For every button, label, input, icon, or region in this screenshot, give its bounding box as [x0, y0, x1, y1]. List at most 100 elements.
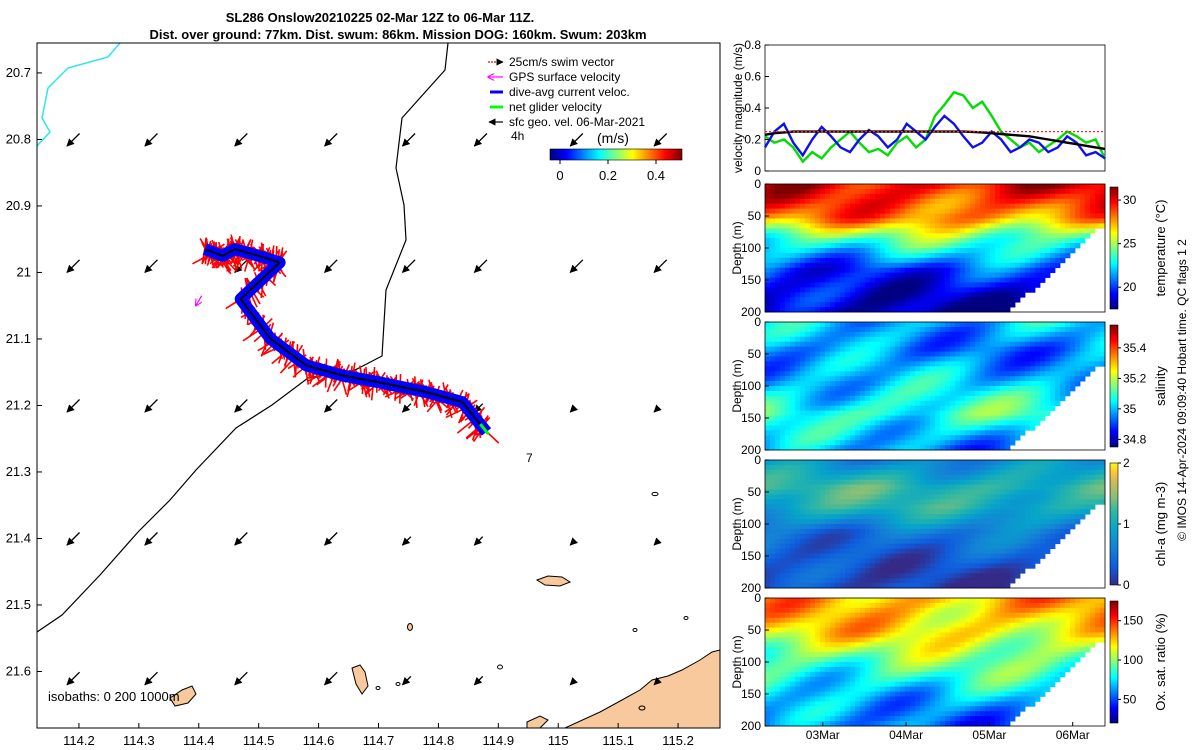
- section-cell: [1045, 322, 1051, 328]
- section-cell: [920, 484, 926, 490]
- section-cell: [840, 509, 846, 515]
- section-cell: [840, 307, 846, 313]
- section-cell: [860, 430, 866, 436]
- section-cell: [780, 307, 786, 313]
- section-cell: [875, 307, 881, 313]
- section-cell: [775, 524, 781, 530]
- section-cell: [980, 292, 986, 298]
- section-cell: [800, 381, 806, 387]
- section-cell: [995, 188, 1001, 195]
- section-cell: [840, 528, 846, 535]
- section-cell: [845, 248, 851, 254]
- section-cell: [950, 248, 956, 254]
- section-cell: [950, 277, 956, 283]
- section-cell: [805, 395, 811, 402]
- section-cell: [775, 208, 781, 214]
- section-cell: [785, 322, 791, 328]
- section-cell: [900, 297, 906, 303]
- section-cell: [875, 504, 881, 510]
- section-cell: [880, 228, 886, 234]
- section-cell: [890, 583, 896, 589]
- section-cell: [1090, 213, 1096, 219]
- section-cell: [1085, 218, 1091, 224]
- section-cell: [845, 400, 851, 407]
- current-arrow: [473, 536, 484, 546]
- section-cell: [805, 277, 811, 283]
- section-cell: [855, 479, 861, 486]
- section-cell: [1075, 351, 1081, 357]
- section-cell: [805, 509, 811, 515]
- section-cell: [825, 238, 831, 244]
- section-cell: [885, 484, 891, 490]
- section-cell: [1025, 351, 1031, 357]
- section-cell: [805, 341, 811, 348]
- section-cell: [765, 331, 771, 338]
- section-cell: [905, 228, 911, 234]
- section-cell: [770, 188, 776, 195]
- section-cell: [965, 238, 971, 244]
- section-cell: [825, 193, 831, 200]
- section-cell: [805, 445, 811, 451]
- colorbar-tick-label: 20: [1123, 280, 1137, 294]
- section-cell: [1010, 322, 1016, 328]
- section-cell: [860, 484, 866, 490]
- section-cell: [1060, 248, 1066, 254]
- section-cell: [975, 366, 981, 372]
- section-cell: [820, 198, 826, 205]
- section-cell: [945, 558, 951, 564]
- section-cell: [980, 445, 986, 451]
- section-cell: [935, 514, 941, 520]
- section-cell: [980, 198, 986, 205]
- section-cell: [895, 435, 901, 441]
- section-cell: [1065, 366, 1071, 372]
- section-cell: [790, 243, 796, 249]
- section-cell: [950, 504, 956, 510]
- section-cell: [1035, 415, 1041, 421]
- section-cell: [815, 499, 821, 505]
- section-cell: [900, 548, 906, 554]
- section-cell: [1020, 366, 1026, 372]
- section-cell: [975, 243, 981, 249]
- section-cell: [875, 223, 881, 229]
- section-cell: [840, 302, 846, 308]
- section-cell: [950, 415, 956, 421]
- section-cell: [885, 188, 891, 195]
- section-cell: [830, 553, 836, 559]
- section-cell: [995, 198, 1001, 205]
- section-cell: [925, 395, 931, 402]
- section-cell: [960, 376, 966, 382]
- section-cell: [1010, 415, 1016, 421]
- section-cell: [770, 371, 776, 377]
- section-cell: [785, 267, 791, 274]
- section-cell: [955, 233, 961, 239]
- section-cell: [965, 287, 971, 293]
- section-cell: [810, 445, 816, 451]
- section-cell: [930, 257, 936, 264]
- section-cell: [945, 297, 951, 303]
- section-cell: [805, 548, 811, 554]
- section-cell: [1030, 203, 1036, 210]
- section-cell: [855, 193, 861, 200]
- section-cell: [1080, 331, 1086, 338]
- section-cell: [830, 243, 836, 249]
- section-cell: [955, 292, 961, 298]
- section-cell: [805, 578, 811, 584]
- section-cell: [775, 489, 781, 495]
- section-cell: [935, 524, 941, 530]
- section-cell: [1080, 326, 1086, 333]
- section-cell: [815, 351, 821, 357]
- section-cell: [905, 514, 911, 520]
- section-cell: [905, 307, 911, 313]
- section-cell: [820, 233, 826, 239]
- section-cell: [990, 228, 996, 234]
- section-cell: [910, 371, 916, 377]
- section-cell: [800, 410, 806, 416]
- section-cell: [890, 553, 896, 559]
- section-cell: [770, 558, 776, 564]
- section-cell: [865, 223, 871, 229]
- section-cell: [1000, 395, 1006, 402]
- section-cell: [835, 469, 841, 476]
- section-cell: [1005, 351, 1011, 357]
- section-cell: [810, 356, 816, 362]
